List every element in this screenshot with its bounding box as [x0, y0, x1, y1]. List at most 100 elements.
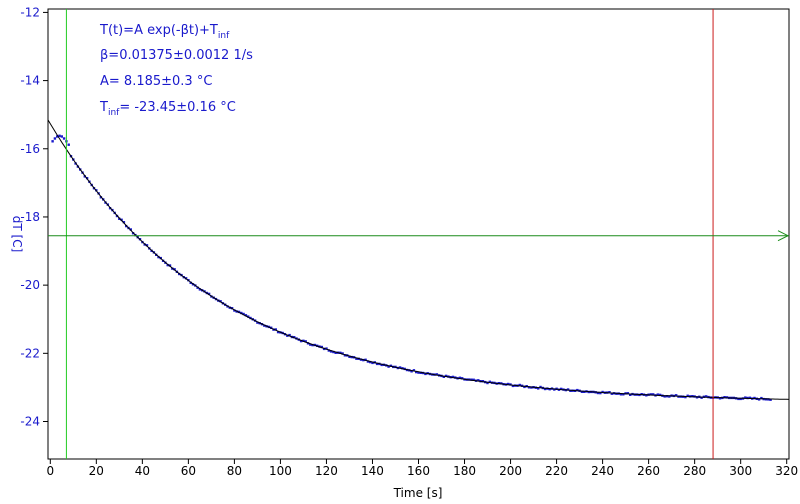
beta-annotation: β=0.01375±0.0012 1/s	[100, 48, 253, 63]
data-point	[518, 383, 521, 387]
data-point	[339, 351, 342, 354]
data-point	[366, 360, 370, 363]
x-tick-label: 260	[637, 464, 660, 478]
data-point	[274, 328, 277, 331]
data-point	[507, 382, 510, 386]
data-point	[196, 286, 199, 289]
x-tick-label: 300	[729, 464, 752, 478]
data-point	[523, 385, 526, 389]
data-point	[299, 339, 303, 343]
data-point	[610, 392, 613, 395]
data-point	[560, 387, 563, 391]
data-point	[375, 362, 379, 366]
y-tick-label: -12	[20, 5, 40, 19]
x-tick-label: 320	[775, 464, 798, 478]
data-point	[723, 396, 726, 399]
data-point	[410, 370, 413, 373]
x-tick-label: 40	[135, 464, 150, 478]
data-point	[325, 347, 328, 350]
data-point	[145, 244, 149, 247]
data-point	[649, 393, 653, 396]
x-tick-label: 180	[453, 464, 476, 478]
data-point	[380, 363, 383, 367]
data-point	[652, 393, 655, 396]
data-point	[51, 140, 54, 143]
data-point	[629, 393, 632, 396]
data-point	[233, 309, 236, 312]
data-point	[341, 352, 344, 355]
data-point	[608, 391, 611, 394]
data-point	[198, 288, 202, 291]
data-point	[580, 390, 584, 393]
data-point	[576, 388, 579, 392]
data-point	[329, 350, 333, 353]
data-point	[320, 345, 323, 349]
y-axis-title: dT [C]	[10, 216, 24, 253]
data-point	[334, 351, 337, 354]
data-point	[668, 395, 671, 398]
fit-formula: T(t)=A exp(-βt)+Tinf	[99, 23, 230, 41]
data-point	[737, 397, 740, 401]
x-tick-label: 20	[89, 464, 104, 478]
data-point	[626, 392, 630, 395]
data-point	[748, 396, 752, 399]
tinf-annotation: Tinf= -23.45±0.16 °C	[99, 100, 236, 118]
data-point	[417, 371, 420, 374]
y-axis: -12 -14 -16 -18 -20 -22 -24	[20, 5, 48, 429]
x-tick-label: 140	[361, 464, 384, 478]
x-tick-label: 100	[269, 464, 292, 478]
data-point	[488, 380, 491, 383]
data-point	[744, 396, 747, 399]
data-point	[622, 393, 625, 396]
data-point	[355, 357, 358, 360]
data-point	[548, 388, 551, 391]
data-point	[753, 396, 756, 400]
data-point	[596, 391, 600, 395]
data-point	[442, 375, 445, 378]
data-point	[398, 366, 402, 369]
data-point	[451, 375, 455, 379]
data-point	[189, 281, 192, 284]
data-point	[486, 381, 489, 385]
data-point	[244, 314, 248, 317]
data-point	[327, 349, 330, 352]
data-point	[769, 398, 772, 401]
data-point	[387, 365, 390, 368]
data-point	[168, 264, 172, 267]
data-point	[461, 377, 464, 380]
y-tick-label: -20	[20, 278, 40, 292]
data-point	[705, 395, 708, 398]
data-point	[656, 393, 659, 396]
level-arrow-icon[interactable]	[777, 230, 790, 242]
data-point	[207, 292, 211, 296]
data-point	[444, 374, 448, 378]
data-point	[286, 334, 289, 337]
data-point	[242, 312, 245, 316]
data-point	[120, 218, 123, 221]
x-axis-title: Time [s]	[393, 486, 443, 500]
x-axis: 0 20 40 60 80 100 120 140 160 180 200 220 240 260 280 3…	[46, 459, 798, 478]
data-point	[566, 388, 570, 391]
data-point	[60, 135, 63, 138]
data-point	[543, 387, 547, 391]
data-point	[371, 361, 374, 365]
data-point	[53, 137, 57, 140]
x-tick-label: 60	[181, 464, 196, 478]
x-tick-label: 240	[591, 464, 614, 478]
data-point	[58, 134, 61, 137]
data-point	[619, 393, 623, 396]
x-tick-label: 280	[683, 464, 706, 478]
data-point	[599, 391, 602, 395]
data-point	[477, 379, 480, 382]
data-point	[739, 397, 742, 401]
data-point	[256, 321, 259, 324]
data-series	[51, 134, 772, 401]
y-tick-label: -22	[20, 346, 40, 360]
x-tick-label: 160	[407, 464, 430, 478]
data-point	[658, 393, 662, 397]
data-point	[304, 340, 307, 343]
y-tick-label: -16	[20, 142, 40, 156]
data-point	[348, 355, 351, 358]
y-tick-label: -14	[20, 74, 40, 88]
data-point	[435, 373, 439, 376]
